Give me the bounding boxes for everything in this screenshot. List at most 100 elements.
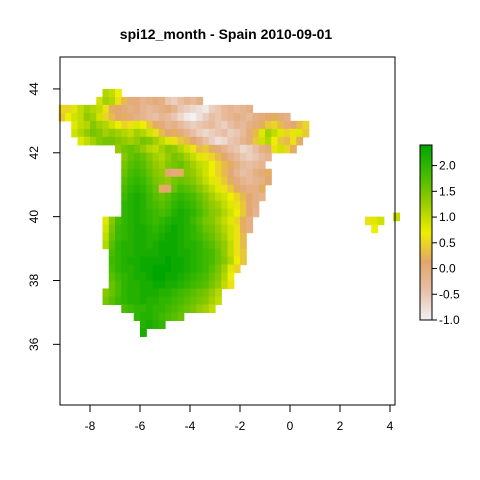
raster-cell xyxy=(227,248,235,258)
raster-cell xyxy=(177,104,185,114)
raster-cell xyxy=(121,256,129,266)
raster-cell xyxy=(171,208,179,218)
raster-cell xyxy=(146,208,154,218)
raster-cell xyxy=(290,128,297,138)
raster-cell xyxy=(208,168,216,178)
raster-cell xyxy=(146,96,154,106)
raster-cell xyxy=(133,264,141,274)
raster-cell xyxy=(208,104,216,114)
raster-cell xyxy=(127,224,135,234)
raster-cell xyxy=(227,272,235,282)
raster-cell xyxy=(208,200,216,210)
raster-cell xyxy=(215,128,222,138)
raster-cell xyxy=(146,304,154,314)
raster-cell xyxy=(108,128,116,138)
raster-cell xyxy=(127,120,135,130)
raster-cell xyxy=(152,184,160,194)
raster-cell xyxy=(202,232,210,242)
raster-cell xyxy=(208,264,216,274)
raster-cell xyxy=(77,104,85,114)
raster-cell xyxy=(215,208,222,218)
raster-cell xyxy=(71,128,79,138)
raster-cell xyxy=(140,176,147,186)
raster-cell xyxy=(165,200,172,210)
raster-cell xyxy=(152,264,160,274)
raster-cell xyxy=(202,160,210,170)
raster-cell xyxy=(140,96,147,106)
raster-cell xyxy=(252,192,260,202)
raster-cell xyxy=(233,104,241,114)
raster-cell xyxy=(202,296,210,306)
raster-cell xyxy=(158,256,166,266)
raster-cell xyxy=(146,168,154,178)
raster-cell xyxy=(271,112,279,122)
raster-cell xyxy=(202,120,210,130)
raster-cell xyxy=(165,256,172,266)
raster-cell xyxy=(83,120,91,130)
raster-cell xyxy=(221,192,229,202)
raster-cell xyxy=(133,304,141,314)
raster-cell xyxy=(202,248,210,258)
raster-cell xyxy=(171,96,179,106)
raster-cell xyxy=(108,248,116,258)
raster-cell xyxy=(221,184,229,194)
raster-cell xyxy=(158,248,166,258)
raster-cell xyxy=(190,256,197,266)
raster-cell xyxy=(208,288,216,298)
raster-cell xyxy=(196,160,204,170)
raster-cell xyxy=(265,112,272,122)
raster-cell xyxy=(152,296,160,306)
raster-cell xyxy=(277,144,285,154)
raster-cell xyxy=(190,200,197,210)
raster-cell xyxy=(133,96,141,106)
raster-cell xyxy=(158,232,166,242)
raster-cell xyxy=(158,168,166,178)
raster-cell xyxy=(233,216,241,226)
raster-cell xyxy=(190,272,197,282)
raster-cell xyxy=(215,272,222,282)
legend-tick-label: 1.5 xyxy=(439,184,456,198)
raster-cell xyxy=(202,176,210,186)
raster-cell xyxy=(177,176,185,186)
raster-cell xyxy=(246,144,254,154)
raster-cell xyxy=(102,128,110,138)
raster-cell xyxy=(146,184,154,194)
raster-cell xyxy=(221,136,229,146)
raster-cell xyxy=(208,280,216,290)
raster-cell xyxy=(158,200,166,210)
x-axis: -8 -6 -4 -2 0 2 4 xyxy=(85,405,394,433)
raster-cell xyxy=(246,184,254,194)
raster-cell xyxy=(171,216,179,226)
raster-cell xyxy=(115,136,122,146)
raster-cell xyxy=(240,240,247,250)
raster-cell xyxy=(208,240,216,250)
raster-cell xyxy=(196,136,204,146)
raster-cell xyxy=(127,280,135,290)
raster-cell xyxy=(202,304,210,314)
raster-cell xyxy=(183,160,191,170)
raster-cell xyxy=(133,232,141,242)
raster-cell xyxy=(246,112,254,122)
raster-cell xyxy=(296,136,304,146)
raster-cell xyxy=(121,296,129,306)
raster-cell xyxy=(158,152,166,162)
raster-cell xyxy=(146,312,154,321)
raster-cell xyxy=(133,136,141,146)
raster-cell xyxy=(133,312,141,321)
raster-cell xyxy=(221,232,229,242)
raster-cell xyxy=(240,200,247,210)
raster-cell xyxy=(152,160,160,170)
raster-cell xyxy=(165,296,172,306)
raster-cell xyxy=(146,224,154,234)
raster-cell xyxy=(283,112,291,122)
raster-cell xyxy=(152,280,160,290)
raster-cell xyxy=(171,152,179,162)
raster-cell xyxy=(246,176,254,186)
raster-cell xyxy=(233,240,241,250)
raster-cell xyxy=(233,232,241,242)
raster-cell xyxy=(227,176,235,186)
raster-cell xyxy=(221,120,229,130)
raster-cell xyxy=(158,264,166,274)
raster-cell xyxy=(252,208,260,218)
raster-cell xyxy=(152,120,160,130)
